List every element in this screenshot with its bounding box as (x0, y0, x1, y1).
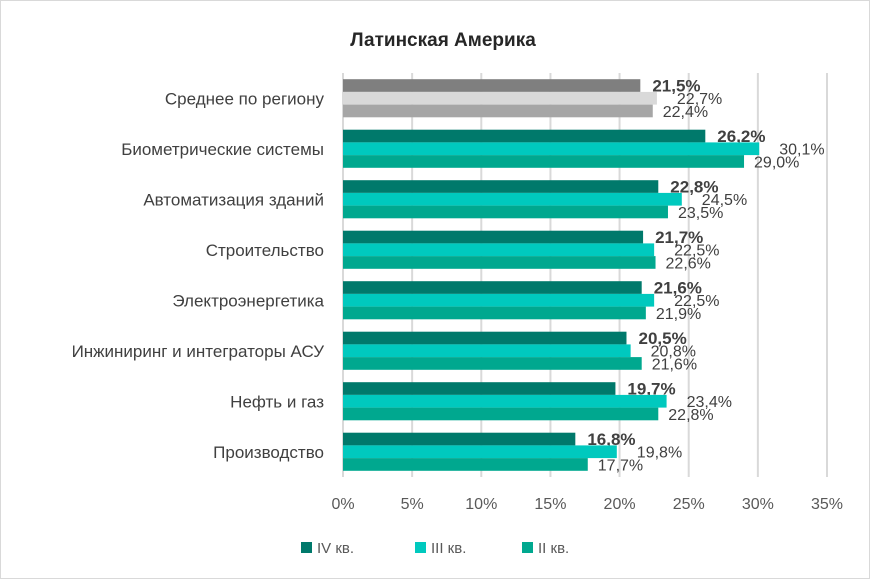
data-label: 20,5% (638, 329, 686, 348)
category-label: Электроэнергетика (172, 291, 324, 310)
bar-II-2 (343, 205, 668, 219)
legend-swatch (301, 542, 312, 553)
data-label: 22,5% (674, 293, 719, 310)
bar-IV-6 (343, 382, 616, 395)
data-label: 22,4% (663, 104, 708, 121)
x-tick-label: 35% (811, 496, 843, 513)
category-label: Нефть и газ (230, 392, 324, 411)
data-label: 19,7% (627, 379, 675, 398)
bar-II-6 (343, 407, 659, 421)
bar-IV-0 (343, 79, 641, 92)
bar-II-1 (343, 155, 745, 168)
data-label: 29,0% (754, 154, 799, 171)
chart-title: Латинская Америка (350, 30, 536, 51)
data-label: 21,7% (655, 228, 703, 247)
category-label: Автоматизация зданий (143, 190, 324, 209)
data-label: 26,2% (717, 127, 765, 146)
data-label: 21,6% (654, 278, 702, 297)
data-label: 23,5% (678, 205, 723, 222)
category-label: Инжиниринг и интеграторы АСУ (72, 342, 325, 361)
legend-label: IV кв. (317, 540, 354, 557)
legend-label: II кв. (538, 540, 569, 557)
bar-II-7 (343, 458, 588, 471)
data-label: 19,8% (637, 445, 682, 462)
legend-swatch (522, 542, 533, 553)
bar-IV-4 (343, 281, 642, 294)
bar-II-3 (343, 256, 656, 269)
data-label: 21,6% (652, 356, 697, 373)
category-label: Строительство (206, 241, 324, 260)
legend-swatch (415, 542, 426, 553)
bar-III-6 (343, 394, 667, 408)
data-label: 24,5% (702, 192, 747, 209)
data-label: 22,8% (668, 407, 713, 424)
x-tick-label: 10% (465, 496, 497, 513)
data-label: 30,1% (779, 142, 824, 159)
data-label: 17,7% (598, 457, 643, 474)
data-label: 21,5% (652, 76, 700, 95)
bar-IV-2 (343, 180, 659, 193)
bar-II-0 (343, 104, 653, 118)
bar-III-4 (343, 293, 655, 307)
x-tick-label: 0% (331, 496, 354, 513)
data-label: 22,6% (666, 255, 711, 272)
x-tick-label: 15% (534, 496, 566, 513)
bar-IV-3 (343, 230, 644, 244)
data-label: 22,7% (677, 91, 722, 108)
x-tick-label: 5% (401, 496, 424, 513)
x-tick-label: 25% (673, 496, 705, 513)
bar-II-4 (343, 306, 646, 320)
bar-IV-7 (343, 432, 576, 446)
data-label: 21,9% (656, 306, 701, 323)
bar-III-7 (343, 445, 617, 459)
x-tick-label: 30% (742, 496, 774, 513)
bar-IV-5 (343, 331, 627, 345)
bar-III-5 (343, 344, 631, 358)
bar-IV-1 (343, 129, 706, 143)
category-label: Биометрические системы (121, 140, 324, 159)
bar-III-2 (343, 192, 682, 206)
data-label: 23,4% (687, 394, 732, 411)
legend-label: III кв. (431, 540, 466, 557)
bar-III-1 (343, 142, 760, 156)
bar-III-0 (343, 91, 657, 105)
data-label: 22,8% (670, 177, 718, 196)
category-label: Производство (213, 443, 324, 462)
data-label: 16,8% (587, 430, 635, 449)
category-label: Среднее по региону (165, 89, 325, 108)
bar-II-5 (343, 357, 642, 370)
bar-III-3 (343, 243, 655, 257)
x-tick-label: 20% (604, 496, 636, 513)
data-label: 20,8% (651, 344, 696, 361)
data-label: 22,5% (674, 243, 719, 260)
